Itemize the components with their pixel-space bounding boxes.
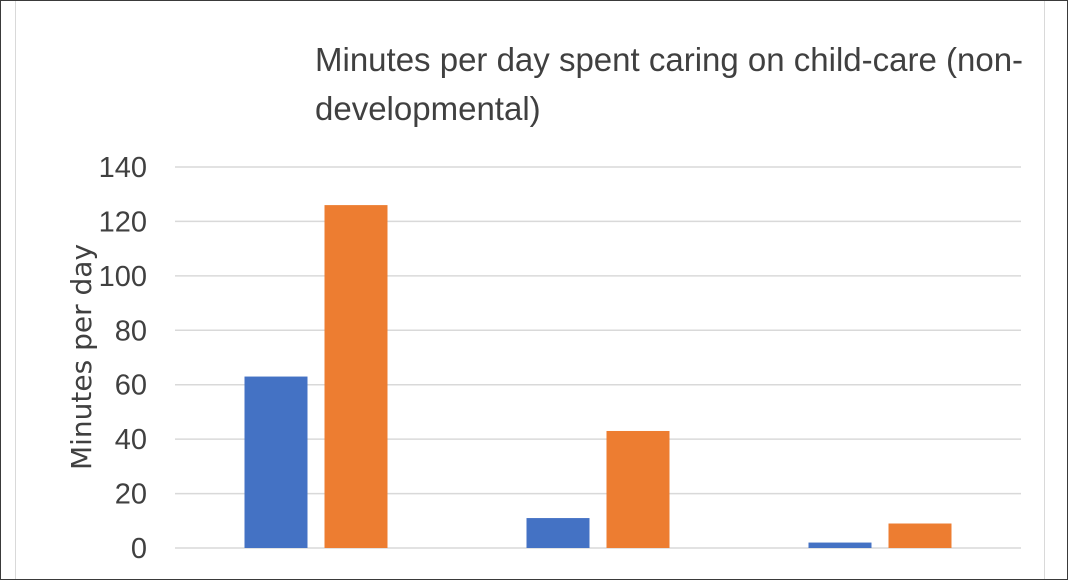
chart-title-line-2: developmental)	[315, 90, 541, 127]
y-tick-label: 80	[115, 315, 147, 347]
bar-series-2-category-2	[606, 430, 670, 548]
y-axis-title: Minutes per day	[65, 244, 98, 470]
chart-area-border	[15, 1, 1045, 579]
bar-series-1-category-1	[244, 376, 308, 548]
chart-title-line-1: Minutes per day spent caring on child-ca…	[315, 41, 1023, 78]
y-tick-label: 60	[115, 370, 147, 402]
bar-series-1-category-2	[526, 518, 590, 548]
gridlines	[175, 166, 1021, 549]
chart-title: Minutes per day spent caring on child-ca…	[315, 41, 1023, 127]
bars	[244, 205, 952, 548]
y-tick-label: 20	[115, 479, 147, 511]
y-tick-label: 40	[115, 424, 147, 456]
y-axis-tick-labels: 0 20 40 60 80 100 120 140	[99, 152, 147, 565]
y-tick-label: 120	[99, 206, 147, 238]
y-tick-label: 0	[131, 533, 147, 565]
bar-series-2-category-3	[888, 523, 952, 548]
y-tick-label: 100	[99, 261, 147, 293]
bar-series-1-category-3	[808, 542, 872, 548]
y-tick-label: 140	[99, 152, 147, 184]
bar-series-2-category-1	[324, 205, 388, 548]
